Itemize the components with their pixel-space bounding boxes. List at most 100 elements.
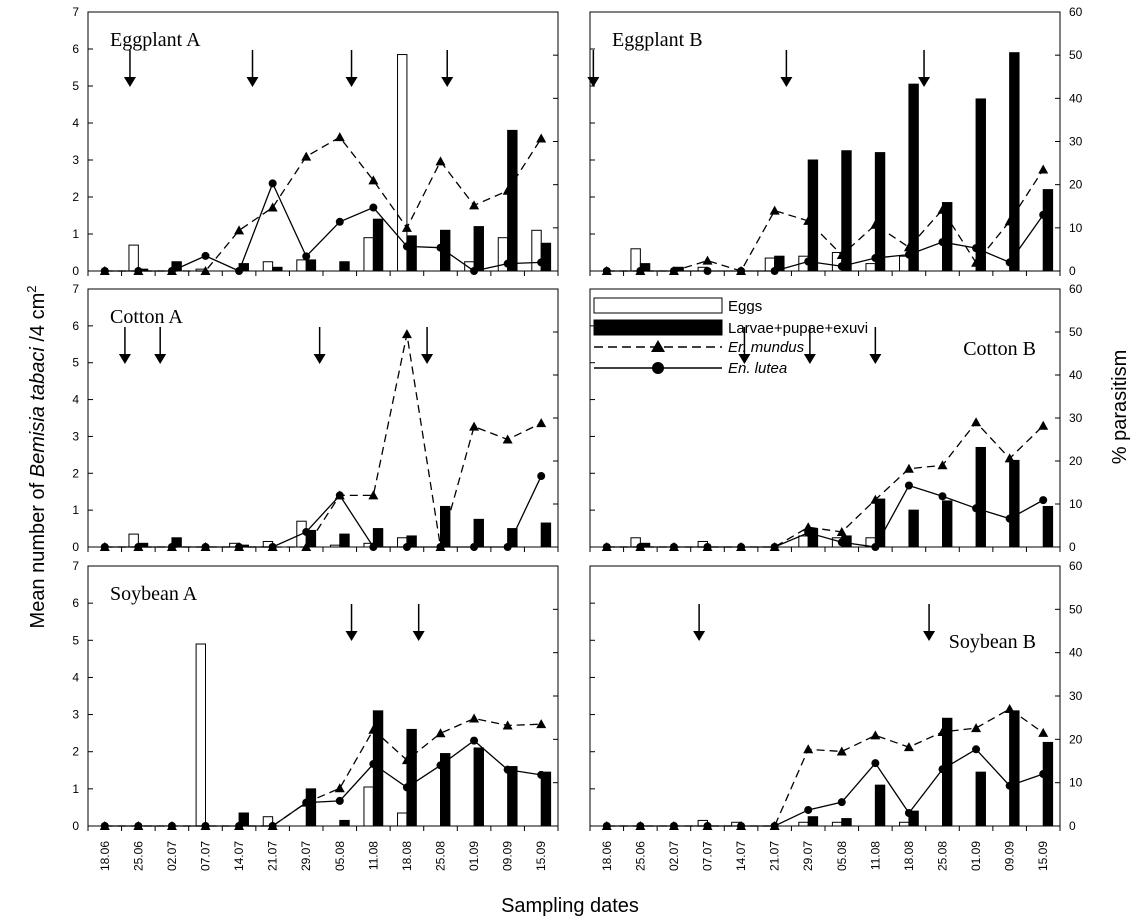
point-er-mundus xyxy=(536,418,547,428)
bar-larvae xyxy=(1009,459,1020,548)
point-er-mundus xyxy=(1038,420,1049,430)
x-tick-label: 11.08 xyxy=(868,841,882,870)
point-en-lutea xyxy=(235,543,244,551)
x-tick-label: 21.07 xyxy=(768,841,782,871)
bar-larvae xyxy=(339,819,350,827)
point-er-mundus xyxy=(234,225,245,235)
x-tick-label: 25.06 xyxy=(633,841,647,871)
panel-5: 0 10 20 30 40 50 60 Soybean B 18.06 25.06 02.07 07.… xyxy=(589,559,1083,871)
line-er-mundus xyxy=(104,136,542,272)
bar-larvae xyxy=(440,753,451,827)
point-en-lutea xyxy=(268,822,277,830)
left-tick-label: 6 xyxy=(72,42,79,56)
point-er-mundus xyxy=(971,417,982,427)
x-tick-label: 02.07 xyxy=(667,841,681,871)
point-en-lutea xyxy=(235,822,244,830)
left-tick-label: 5 xyxy=(72,79,79,93)
arrow-head xyxy=(313,354,326,364)
point-en-lutea xyxy=(537,258,546,267)
arrow-head xyxy=(345,631,358,641)
point-en-lutea xyxy=(938,238,947,247)
left-tick-label: 3 xyxy=(72,153,79,167)
bar-eggs xyxy=(865,263,876,272)
bar-larvae xyxy=(339,261,350,272)
point-er-mundus xyxy=(368,175,379,185)
point-er-mundus xyxy=(937,204,948,214)
bar-eggs xyxy=(798,535,809,548)
point-en-lutea xyxy=(402,543,411,551)
x-tick-label: 01.09 xyxy=(467,841,481,871)
line-en-lutea xyxy=(606,214,1044,272)
point-en-lutea xyxy=(302,798,311,807)
point-en-lutea xyxy=(335,491,344,500)
x-tick-label: 01.09 xyxy=(969,841,983,871)
line-en-lutea xyxy=(606,484,1044,548)
bar-larvae xyxy=(942,202,953,272)
legend: Eggs Larvae+pupae+exuvi Er. mundus En. l… xyxy=(593,297,868,377)
right-tick-label: 30 xyxy=(1069,135,1083,149)
bar-larvae xyxy=(473,747,484,827)
point-er-mundus xyxy=(301,151,312,161)
bar-larvae xyxy=(1009,52,1020,272)
line-er-mundus xyxy=(104,334,542,548)
point-en-lutea xyxy=(636,267,645,275)
point-en-lutea xyxy=(369,543,378,551)
point-er-mundus xyxy=(1038,164,1049,174)
point-er-mundus xyxy=(368,724,379,734)
point-er-mundus xyxy=(903,742,914,752)
point-en-lutea xyxy=(804,528,813,537)
point-en-lutea xyxy=(201,543,210,551)
point-en-lutea xyxy=(1039,210,1048,219)
point-en-lutea xyxy=(871,759,880,768)
legend-larvae-label: Larvae+pupae+exuvi xyxy=(728,320,868,337)
point-en-lutea xyxy=(268,543,277,551)
point-er-mundus xyxy=(971,723,982,733)
arrow-head xyxy=(923,631,936,641)
point-er-mundus xyxy=(536,133,547,143)
left-tick-label: 2 xyxy=(72,466,79,480)
bar-larvae xyxy=(305,788,317,827)
right-tick-label: 0 xyxy=(1069,264,1076,278)
bar-larvae xyxy=(1042,505,1054,548)
point-er-mundus xyxy=(334,132,345,142)
bar-larvae xyxy=(908,83,919,272)
panel-title: Cotton B xyxy=(963,338,1036,360)
point-en-lutea xyxy=(938,765,947,774)
point-en-lutea xyxy=(636,822,645,830)
point-en-lutea xyxy=(537,770,546,779)
point-en-lutea xyxy=(1005,258,1014,267)
point-er-mundus xyxy=(836,526,847,536)
bar-larvae xyxy=(874,152,886,272)
x-axis-title: Sampling dates xyxy=(501,895,639,917)
x-tick-label: 21.07 xyxy=(266,841,280,871)
bar-larvae xyxy=(473,518,484,548)
point-er-mundus xyxy=(401,222,412,232)
bar-eggs xyxy=(128,244,139,272)
bar-larvae xyxy=(1009,710,1020,827)
point-er-mundus xyxy=(769,205,780,215)
left-tick-label: 4 xyxy=(72,393,79,407)
legend-eggs-label: Eggs xyxy=(728,298,762,315)
left-tick-label: 6 xyxy=(72,319,79,333)
right-tick-label: 0 xyxy=(1069,819,1076,833)
bar-larvae xyxy=(807,528,819,548)
panel-0: 0 1 2 3 4 5 6 7 Eggplant A xyxy=(72,5,559,278)
point-en-lutea xyxy=(402,783,411,792)
bar-larvae xyxy=(908,810,919,827)
bar-larvae xyxy=(874,784,886,827)
bar-eggs xyxy=(831,821,843,827)
bar-larvae xyxy=(507,766,518,827)
point-en-lutea xyxy=(369,203,378,212)
bar-larvae xyxy=(807,816,819,827)
legend-eggs-swatch xyxy=(593,297,723,314)
line-en-lutea xyxy=(104,181,542,272)
point-en-lutea xyxy=(636,543,645,551)
panel-title: Soybean B xyxy=(949,631,1036,653)
point-er-mundus xyxy=(870,219,881,229)
bar-larvae xyxy=(540,242,552,272)
right-tick-label: 20 xyxy=(1069,732,1083,746)
right-tick-label: 60 xyxy=(1069,282,1083,296)
panel-1: 0 10 20 30 40 50 60 Eggplant B xyxy=(587,5,1083,278)
point-en-lutea xyxy=(100,267,109,275)
bar-eggs xyxy=(397,54,408,272)
